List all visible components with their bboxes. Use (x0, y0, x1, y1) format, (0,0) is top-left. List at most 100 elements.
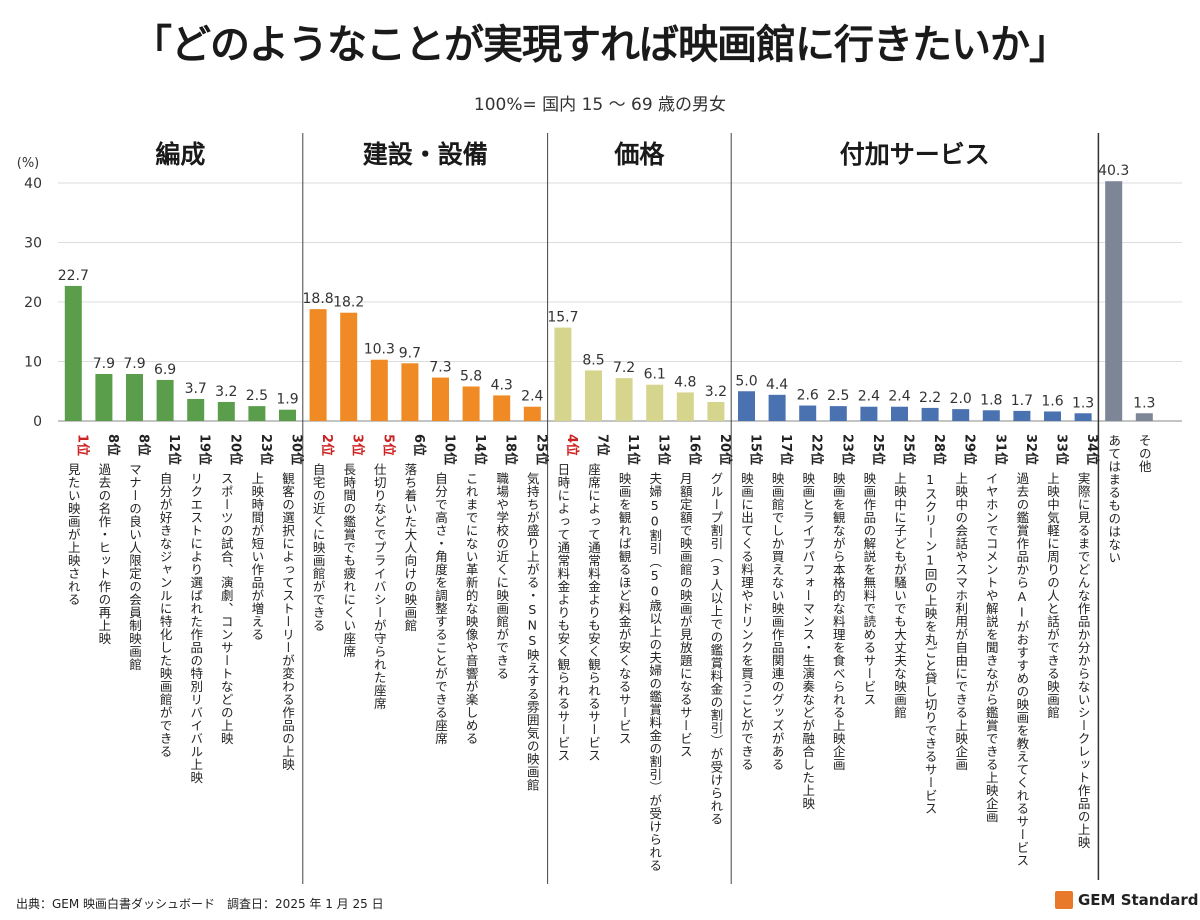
bar (738, 391, 755, 421)
category-label: 上映中の会話やスマホ利用が自由にできる上映企画 (953, 472, 968, 771)
rank-number: 16 (686, 434, 701, 452)
rank-label: 22位 (809, 434, 825, 465)
rank-number: 23 (258, 434, 273, 452)
rank-suffix: 位 (289, 452, 305, 465)
data-label: 15.7 (547, 310, 578, 326)
data-label: 3.2 (215, 384, 237, 400)
rank-number: 6 (411, 434, 426, 443)
data-label: 1.9 (276, 392, 298, 408)
category-label: 映画に出てくる料理やドリンクを買うことができる (739, 472, 754, 771)
rank-suffix: 位 (136, 443, 152, 456)
category-label: マナーの良い人限定の会員制映画館 (127, 463, 142, 671)
rank-label: 3位 (350, 434, 366, 456)
rank-label: 5位 (380, 434, 396, 456)
rank-label: 29位 (962, 434, 978, 465)
category-label: 1スクリーン1回の上映を丸ごと貸し切りできるサービス (923, 472, 938, 815)
rank-number: 7 (595, 434, 610, 443)
rank-suffix: 位 (1084, 452, 1100, 465)
category-label: 映画を観ながら本格的な料理を食べられる上映企画 (831, 472, 846, 771)
bar (1013, 410, 1031, 421)
rank-number: 33 (1054, 434, 1069, 452)
bar (187, 398, 205, 421)
bar (462, 386, 480, 421)
data-label: 2.4 (521, 389, 543, 405)
rank-label: 17位 (778, 434, 794, 465)
bar (860, 406, 878, 421)
category-label: 映画館でしか買えない映画作品関連のグッズがある (770, 472, 785, 771)
rank-label: 25位 (870, 434, 886, 465)
category-label: 過去の名作・ヒット作の再上映 (96, 463, 111, 645)
brand-logo: GEM Standard (1055, 891, 1198, 909)
rank-number: 12 (166, 434, 181, 452)
rank-number: 10 (442, 434, 457, 452)
bar (370, 359, 388, 421)
bar (523, 406, 541, 421)
data-label: 4.3 (491, 377, 513, 393)
rank-number: 31 (992, 434, 1007, 452)
data-label: 40.3 (1098, 163, 1129, 179)
rank-number: 15 (748, 434, 763, 452)
category-label: 自宅の近くに映画館ができる (311, 463, 326, 632)
bar (217, 401, 235, 421)
category-label: 自分が好きなジャンルに特化した映画館ができる (158, 472, 173, 758)
category-label: 自分で高さ・角度を調整することができる座席 (433, 472, 448, 745)
category-label: 気持ちが盛り上がる・SNS映えする雰囲気の映画館 (525, 471, 540, 792)
rank-number: 2 (319, 434, 334, 443)
data-label: 6.1 (644, 367, 666, 383)
rank-label: 1位 (74, 434, 90, 456)
bar (1044, 411, 1061, 421)
category-label: リクエストにより選ばれた作品の特別リバイバル上映 (188, 472, 203, 784)
rank-label: 16位 (686, 434, 702, 465)
rank-number: 18 (503, 434, 518, 452)
bar (64, 285, 82, 421)
rank-label: 25位 (533, 434, 549, 465)
category-label: グループ割引（3人以上での鑑賞料金の割引）が受けられる (708, 472, 723, 826)
rank-label: 10位 (442, 434, 458, 465)
rank-label: 33位 (1054, 434, 1070, 465)
rank-label: 34位 (1084, 434, 1100, 465)
data-label: 7.9 (123, 356, 145, 372)
bar (799, 405, 817, 421)
rank-label: 32位 (1023, 434, 1039, 465)
rank-number: 22 (809, 434, 824, 452)
source-footer: 出典：GEM 映画白書ダッシュボード 調査日：2025 年 1 月 25 日 (16, 897, 384, 911)
data-label: 5.8 (460, 368, 482, 384)
rank-suffix: 位 (595, 443, 611, 456)
rank-number: 25 (533, 434, 548, 452)
rank-number: 1 (74, 434, 89, 443)
category-label: 座席によって通常料金よりも安く観られるサービス (586, 462, 601, 762)
y-tick-label: 30 (24, 236, 42, 252)
group-header: 付加サービス (840, 140, 990, 169)
group-header: 編成 (155, 140, 205, 169)
rank-suffix: 位 (992, 452, 1008, 465)
rank-suffix: 位 (564, 443, 580, 456)
rank-suffix: 位 (166, 452, 182, 465)
rank-label: 20位 (717, 434, 733, 465)
rank-number: 3 (350, 434, 365, 443)
bar (340, 312, 358, 421)
y-tick-label: 20 (24, 295, 42, 311)
rank-number: 23 (839, 434, 854, 452)
bar (432, 377, 449, 421)
rank-suffix: 位 (839, 452, 855, 465)
data-label: 1.3 (1133, 395, 1155, 411)
bar (676, 392, 694, 421)
rank-suffix: 位 (1023, 452, 1039, 465)
rank-suffix: 位 (227, 452, 243, 465)
rank-number: 17 (778, 434, 793, 452)
bar (493, 395, 511, 421)
rank-suffix: 位 (319, 443, 335, 456)
rank-suffix: 位 (74, 443, 90, 456)
rank-number: 25 (870, 434, 885, 452)
bar (554, 327, 572, 421)
rank-suffix: 位 (686, 452, 702, 465)
gem-logo-icon (1055, 891, 1073, 909)
bar (401, 363, 419, 421)
bar (309, 309, 327, 421)
data-label: 2.6 (797, 388, 819, 404)
rank-number: 28 (931, 434, 946, 452)
data-label: 4.8 (674, 374, 696, 390)
rank-label: 11位 (625, 434, 641, 465)
category-label: 上映中に子どもが騒いでも大丈夫な映画館 (892, 472, 907, 719)
